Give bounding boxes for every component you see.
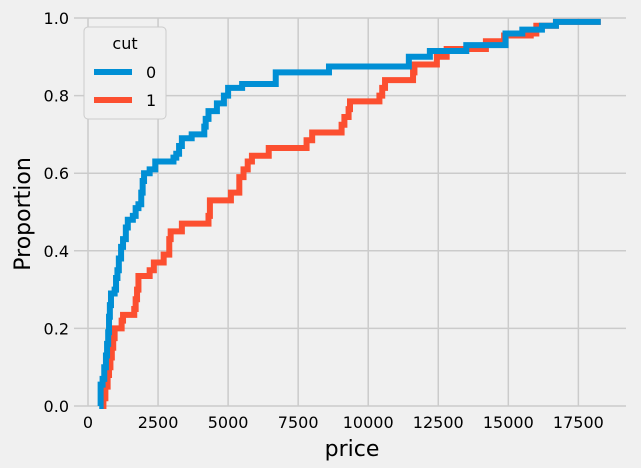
x-tick-label: 12500 xyxy=(413,413,464,432)
legend-label-0: 0 xyxy=(146,63,156,82)
legend-title: cut xyxy=(112,34,137,53)
x-tick-label: 5000 xyxy=(208,413,249,432)
y-tick-label: 0.0 xyxy=(44,397,69,416)
series-lines xyxy=(97,18,601,409)
y-tick-label: 0.6 xyxy=(44,164,69,183)
x-axis-label: price xyxy=(325,437,380,462)
series-line-0 xyxy=(97,18,601,409)
y-tick-label: 0.4 xyxy=(44,242,69,261)
x-tick-label: 0 xyxy=(83,413,93,432)
x-tick-label: 17500 xyxy=(553,413,604,432)
y-tick-label: 0.8 xyxy=(44,87,69,106)
y-axis-label: Proportion xyxy=(11,157,36,271)
x-tick-label: 2500 xyxy=(138,413,179,432)
series-line-1 xyxy=(100,18,601,409)
y-tick-label: 0.2 xyxy=(44,319,69,338)
x-tick-label: 10000 xyxy=(343,413,394,432)
legend: cut 0 1 xyxy=(83,26,167,120)
x-tick-label: 7500 xyxy=(278,413,319,432)
x-tick-label: 15000 xyxy=(483,413,534,432)
x-tick-labels: 0 2500 5000 7500 10000 12500 15000 17500 xyxy=(83,413,604,432)
legend-label-1: 1 xyxy=(146,91,156,110)
y-tick-label: 1.0 xyxy=(44,9,69,28)
grid xyxy=(74,17,626,407)
y-tick-labels: 0.0 0.2 0.4 0.6 0.8 1.0 xyxy=(44,9,69,416)
